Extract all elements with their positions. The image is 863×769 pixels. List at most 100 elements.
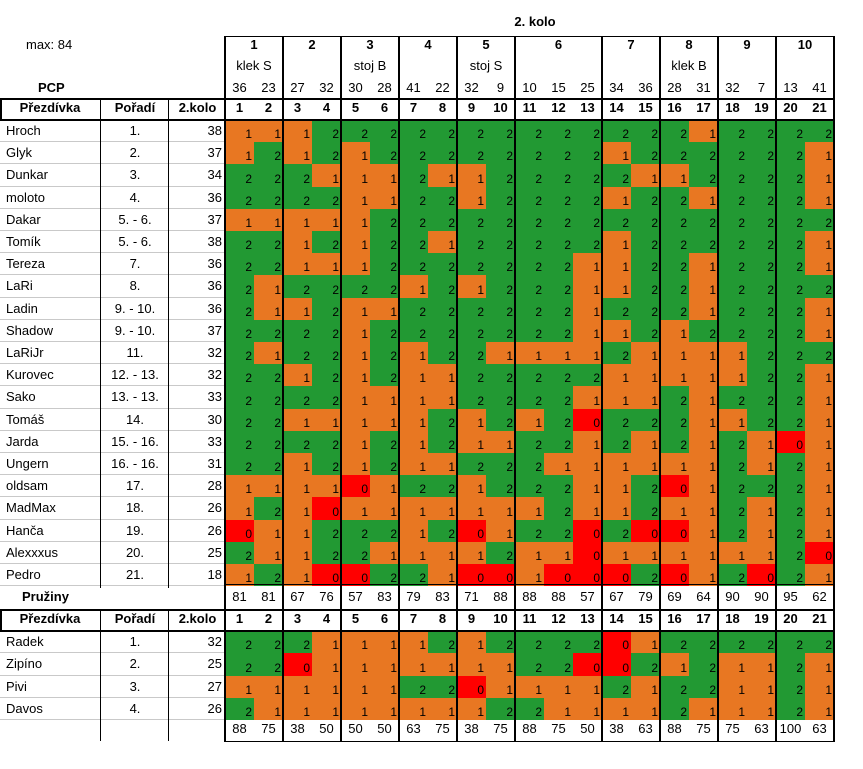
row-gridline: [0, 518, 225, 520]
player-rank: 1.: [129, 634, 141, 649]
score-cell: 1: [689, 297, 718, 320]
score-cell: 2: [515, 319, 544, 342]
score-cell: 1: [573, 697, 602, 721]
score-cell: 2: [428, 142, 457, 165]
score-cell: 1: [602, 275, 631, 298]
score-cell: 2: [776, 186, 805, 209]
border-line: [0, 609, 834, 611]
score-cell: 2: [602, 675, 631, 698]
score-cell: 1: [602, 497, 631, 520]
score-cell: 1: [225, 675, 254, 698]
score-cell: 1: [805, 453, 834, 476]
score-cell: 2: [776, 653, 805, 676]
score-cell: 2: [747, 364, 776, 387]
shot-number: 18: [725, 611, 740, 626]
shot-number: 4: [322, 100, 331, 115]
column-header-rank: Pořadí: [114, 100, 156, 115]
row-gridline: [0, 496, 225, 498]
score-cell: 2: [602, 164, 631, 187]
score-cell: 1: [515, 342, 544, 365]
score-cell: 1: [341, 653, 370, 676]
score-cell: 1: [341, 297, 370, 320]
score-cell: 2: [225, 697, 254, 721]
player-name: Dunkar: [6, 167, 48, 183]
player-rank: 2.: [129, 145, 141, 161]
group-distance: 28: [667, 80, 682, 95]
player-rank: 20.: [125, 544, 145, 560]
score-cell: 2: [573, 164, 602, 187]
group-distance: 15: [551, 80, 566, 95]
score-cell: 0: [602, 564, 631, 587]
score-cell: 2: [602, 297, 631, 320]
percent-value: 81: [232, 589, 247, 604]
percent-value: 75: [551, 721, 566, 736]
score-cell: 2: [515, 231, 544, 254]
score-cell: 2: [602, 408, 631, 431]
border-line: [282, 36, 284, 742]
score-cell: 2: [776, 142, 805, 165]
player-total: 37: [207, 322, 222, 338]
score-cell: 2: [805, 120, 834, 143]
score-cell: 1: [805, 408, 834, 431]
score-cell: 2: [428, 631, 457, 654]
score-cell: 1: [457, 430, 486, 453]
score-cell: 1: [805, 186, 834, 209]
score-cell: 2: [660, 208, 689, 231]
score-cell: 2: [486, 208, 515, 231]
score-cell: 2: [602, 519, 631, 542]
border-line: [224, 36, 226, 742]
score-cell: 1: [805, 386, 834, 409]
score-cell: 2: [428, 342, 457, 365]
group-position: klek B: [671, 58, 707, 73]
column-header-nick: Přezdívka: [19, 100, 81, 115]
percent-value: 38: [609, 721, 624, 736]
score-cell: 2: [776, 697, 805, 721]
score-cell: 2: [515, 453, 544, 476]
score-cell: 2: [254, 142, 283, 165]
score-cell: 2: [312, 275, 341, 298]
score-cell: 2: [776, 208, 805, 231]
group-distance: 27: [290, 80, 305, 95]
player-rank: 18.: [125, 500, 145, 516]
group-distance: 22: [435, 80, 450, 95]
player-name: Tomík: [6, 234, 41, 249]
group-number: 6: [554, 37, 563, 52]
player-total: 26: [207, 500, 222, 516]
score-cell: 1: [544, 453, 573, 476]
shot-number: 2: [264, 100, 273, 115]
row-gridline: [0, 385, 225, 387]
score-cell: 2: [515, 475, 544, 498]
row-gridline: [0, 429, 225, 431]
score-cell: 1: [805, 675, 834, 698]
player-name: LaRi: [6, 278, 33, 294]
score-cell: 0: [573, 519, 602, 542]
score-cell: 1: [544, 342, 573, 365]
score-cell: 2: [776, 519, 805, 542]
score-cell: 2: [225, 319, 254, 342]
score-cell: 1: [399, 275, 428, 298]
shot-number: 5: [351, 100, 360, 115]
score-cell: 1: [399, 386, 428, 409]
player-name: Tereza: [6, 256, 46, 272]
row-gridline: [0, 252, 225, 254]
percent-value: 88: [667, 721, 682, 736]
score-cell: 1: [457, 541, 486, 564]
player-total: 25: [207, 656, 222, 672]
score-cell: 2: [399, 120, 428, 143]
shot-number: 12: [551, 100, 566, 115]
score-cell: 2: [718, 631, 747, 654]
score-cell: 2: [515, 120, 544, 143]
score-cell: 2: [776, 631, 805, 654]
score-cell: 2: [486, 453, 515, 476]
score-cell: 1: [312, 475, 341, 498]
score-cell: 2: [573, 120, 602, 143]
score-cell: 2: [805, 208, 834, 231]
score-cell: 2: [399, 564, 428, 587]
score-cell: 2: [718, 453, 747, 476]
score-cell: 1: [370, 475, 399, 498]
score-cell: 1: [602, 142, 631, 165]
player-name: Ladin: [6, 300, 38, 316]
score-cell: 2: [428, 519, 457, 542]
score-cell: 1: [457, 697, 486, 721]
player-total: 30: [207, 411, 222, 427]
